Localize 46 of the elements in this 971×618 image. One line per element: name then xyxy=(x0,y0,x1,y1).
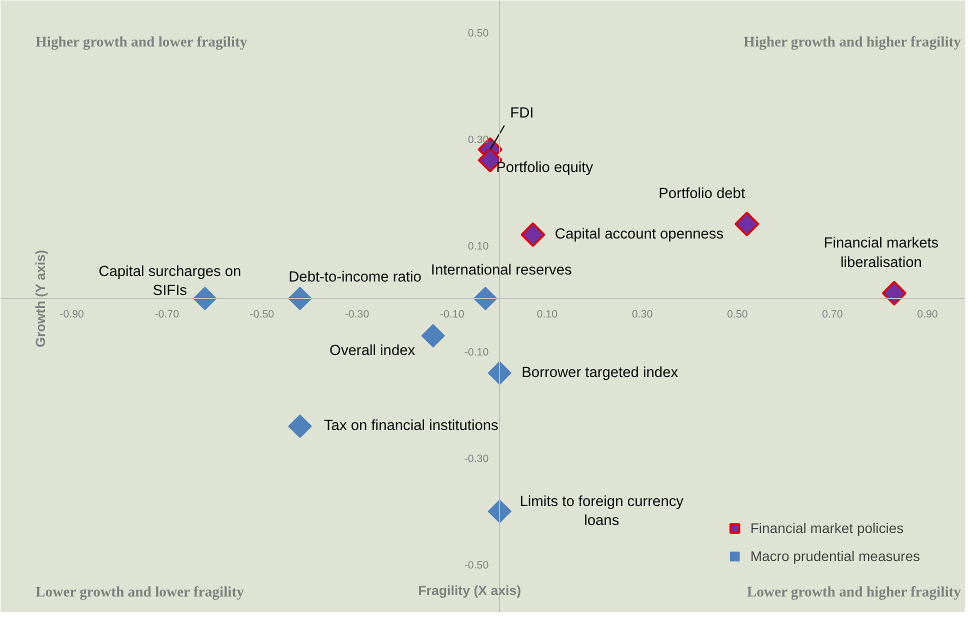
annotation: Financial markets liberalisation xyxy=(824,236,939,271)
point xyxy=(520,222,546,247)
y-tick-label: -0.50 xyxy=(464,560,489,572)
annotation: Capital surcharges on SIFIs xyxy=(98,264,242,300)
annotation: Tax on financial institutions xyxy=(324,418,498,434)
legend-label: Macro prudential measures xyxy=(750,548,920,564)
annotation: Higher growth and lower fragility xyxy=(36,34,248,50)
point xyxy=(288,414,312,438)
x-tick-label: 0.70 xyxy=(822,308,843,321)
point xyxy=(421,324,445,348)
annotation: Borrower targeted index xyxy=(522,365,679,382)
annotation: Limits to foreign currency loans xyxy=(520,494,684,529)
y-tick-label: -0.30 xyxy=(464,453,489,466)
x-tick-label: 0.50 xyxy=(726,308,748,321)
annotation: Overall index xyxy=(330,342,416,359)
point xyxy=(488,500,512,524)
point xyxy=(474,286,498,310)
annotation: Portfolio debt xyxy=(658,186,746,202)
annotation: FDI xyxy=(510,106,534,122)
annotation: Capital account openness xyxy=(554,226,724,243)
x-axis-title: Fragility (X axis) xyxy=(418,583,522,598)
annotation: Lower growth and higher fragility xyxy=(746,584,962,600)
annotation: Portfolio equity xyxy=(496,160,594,176)
point xyxy=(734,212,760,236)
legend-label: Financial market policies xyxy=(750,520,904,536)
point xyxy=(882,280,907,306)
annotation: Higher growth and higher fragility xyxy=(744,34,962,50)
x-tick-label: -0.30 xyxy=(344,308,370,321)
y-tick-label: 0.10 xyxy=(468,240,489,252)
annotation: International reserves xyxy=(430,262,572,279)
y-tick-label: 0.50 xyxy=(468,27,489,40)
x-tick-label: -0.90 xyxy=(60,308,84,321)
x-tick-label: 0.10 xyxy=(536,308,558,321)
y-tick-label: 0.30 xyxy=(468,134,489,146)
point xyxy=(488,361,512,385)
x-tick-label: 0.90 xyxy=(917,308,938,321)
point xyxy=(193,286,217,310)
x-tick-label: -0.50 xyxy=(250,308,274,321)
y-tick-label: -0.10 xyxy=(464,346,489,359)
x-tick-label: -0.10 xyxy=(440,308,464,321)
x-tick-label: 0.30 xyxy=(632,308,653,321)
point xyxy=(288,286,312,310)
y-axis-title: Growth (Y axis) xyxy=(33,250,48,348)
x-tick-label: -0.70 xyxy=(154,308,180,321)
annotation: Lower growth and lower fragility xyxy=(36,584,245,600)
annotation: Debt-to-income ratio xyxy=(288,270,422,286)
